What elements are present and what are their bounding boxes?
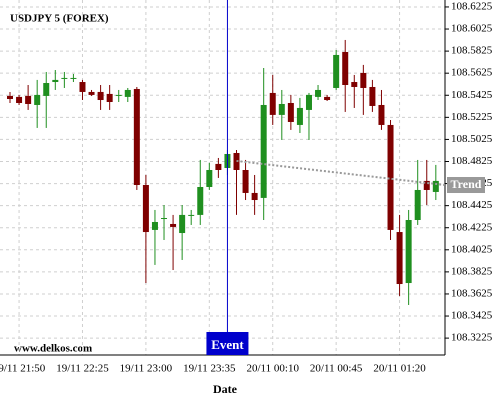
candle-body <box>133 88 140 186</box>
y-tick-label: 108.5425 <box>451 89 493 101</box>
candle-body <box>342 51 349 85</box>
candle-body <box>142 185 149 233</box>
candle-body <box>61 77 68 79</box>
trend-line <box>236 159 445 186</box>
candle-body <box>287 102 294 122</box>
x-axis-title: Date <box>213 382 238 396</box>
candle-body <box>197 186 204 215</box>
candle-body <box>242 169 249 193</box>
event-label: Event <box>211 337 244 352</box>
candle-body <box>305 94 312 110</box>
candle-body <box>151 221 158 230</box>
watermark: www.delkos.com <box>14 343 92 355</box>
candle-body <box>124 89 131 97</box>
candle-body <box>324 96 331 101</box>
candle-body <box>70 77 77 79</box>
candle-body <box>369 86 376 106</box>
candle-body <box>405 219 412 284</box>
chart-title: USDJPY 5 (FOREX) <box>10 13 109 25</box>
y-tick-label: 108.6025 <box>451 23 493 35</box>
candle-body <box>115 94 122 96</box>
x-tick-label: 19/11 21:50 <box>0 363 46 375</box>
x-tick-label: 19/11 23:00 <box>120 363 173 375</box>
event-label-box <box>206 332 249 355</box>
y-tick-label: 108.3225 <box>451 332 493 344</box>
y-tick-label: 108.5025 <box>451 133 493 145</box>
y-tick-label: 108.5625 <box>451 67 493 79</box>
candle-body <box>423 180 430 190</box>
candle-body <box>378 104 385 125</box>
candle-body <box>188 214 195 216</box>
candle-body <box>97 91 104 101</box>
y-tick-label: 108.6225 <box>451 0 493 12</box>
candle-body <box>43 83 50 96</box>
y-tick-label: 108.3825 <box>451 265 493 277</box>
candle-body <box>79 82 86 92</box>
candle-body <box>260 104 267 198</box>
candle-body <box>315 89 322 97</box>
candle-body <box>88 91 95 95</box>
candle-body <box>106 93 113 102</box>
trend-label-box <box>447 177 485 194</box>
candle-body <box>278 103 285 115</box>
candle-body <box>215 163 222 170</box>
trend-label: Trend <box>451 177 482 191</box>
y-tick-label: 108.5825 <box>451 45 493 57</box>
candle-body <box>296 107 303 125</box>
candle-body <box>52 79 59 83</box>
y-tick-label: 108.4025 <box>451 243 493 255</box>
x-tick-label: 20/11 00:10 <box>247 363 300 375</box>
candle-body <box>161 218 168 220</box>
candle-body <box>206 169 213 187</box>
y-tick-label: 108.4425 <box>451 199 493 211</box>
y-tick-label: 108.4225 <box>451 221 493 233</box>
x-tick-label: 19/11 23:35 <box>183 363 236 375</box>
candle-body <box>25 95 32 104</box>
candle-body <box>16 96 23 103</box>
y-tick-label: 108.4825 <box>451 155 493 167</box>
candle-body <box>34 94 41 105</box>
candle-body <box>414 189 421 220</box>
candle-body <box>7 95 13 100</box>
x-tick-label: 20/11 01:20 <box>373 363 426 375</box>
candle-body <box>170 223 177 227</box>
candle-body <box>351 82 358 87</box>
x-tick-label: 19/11 22:25 <box>56 363 109 375</box>
candle-body <box>432 180 439 192</box>
y-tick-label: 108.3625 <box>451 287 493 299</box>
candle-body <box>333 54 340 88</box>
candle-body <box>251 192 258 201</box>
candle-body <box>396 232 403 285</box>
candle-body <box>360 72 367 88</box>
y-tick-label: 108.3425 <box>451 310 493 322</box>
candle-body <box>387 124 394 230</box>
candle-body <box>269 92 276 115</box>
x-tick-label: 20/11 00:45 <box>310 363 363 375</box>
candle-body <box>179 214 186 234</box>
y-tick-label: 108.5225 <box>451 111 493 123</box>
